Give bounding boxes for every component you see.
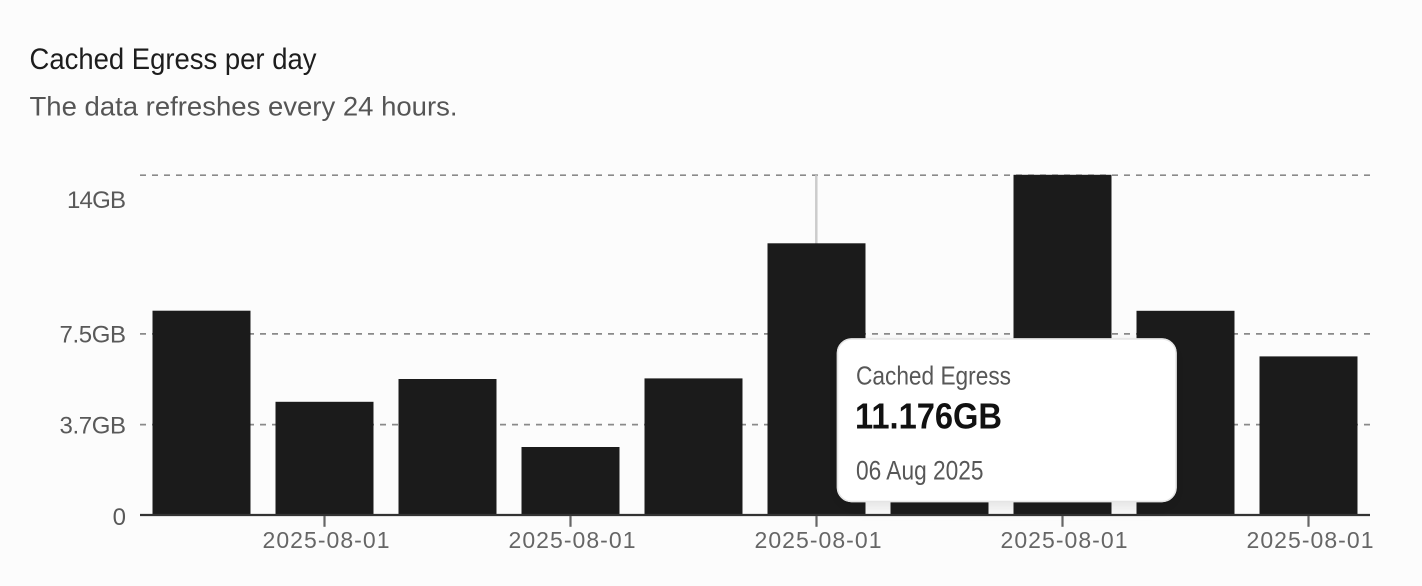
svg-text:7.5GB: 7.5GB bbox=[60, 322, 127, 349]
svg-text:2025-08-01: 2025-08-01 bbox=[263, 527, 390, 553]
svg-text:06 Aug 2025: 06 Aug 2025 bbox=[856, 455, 984, 485]
svg-text:11.176GB: 11.176GB bbox=[855, 396, 1002, 437]
svg-text:Cached Egress per day: Cached Egress per day bbox=[30, 43, 317, 76]
svg-text:3.7GB: 3.7GB bbox=[60, 412, 127, 439]
svg-text:Cached Egress: Cached Egress bbox=[856, 360, 1011, 390]
svg-text:2025-08-01: 2025-08-01 bbox=[1247, 527, 1374, 553]
svg-text:2025-08-01: 2025-08-01 bbox=[755, 527, 882, 553]
svg-text:The data refreshes every 24 ho: The data refreshes every 24 hours. bbox=[30, 91, 458, 121]
svg-text:0: 0 bbox=[113, 504, 126, 531]
svg-text:14GB: 14GB bbox=[67, 187, 126, 214]
svg-text:2025-08-01: 2025-08-01 bbox=[509, 527, 636, 553]
svg-text:2025-08-01: 2025-08-01 bbox=[1001, 527, 1128, 553]
